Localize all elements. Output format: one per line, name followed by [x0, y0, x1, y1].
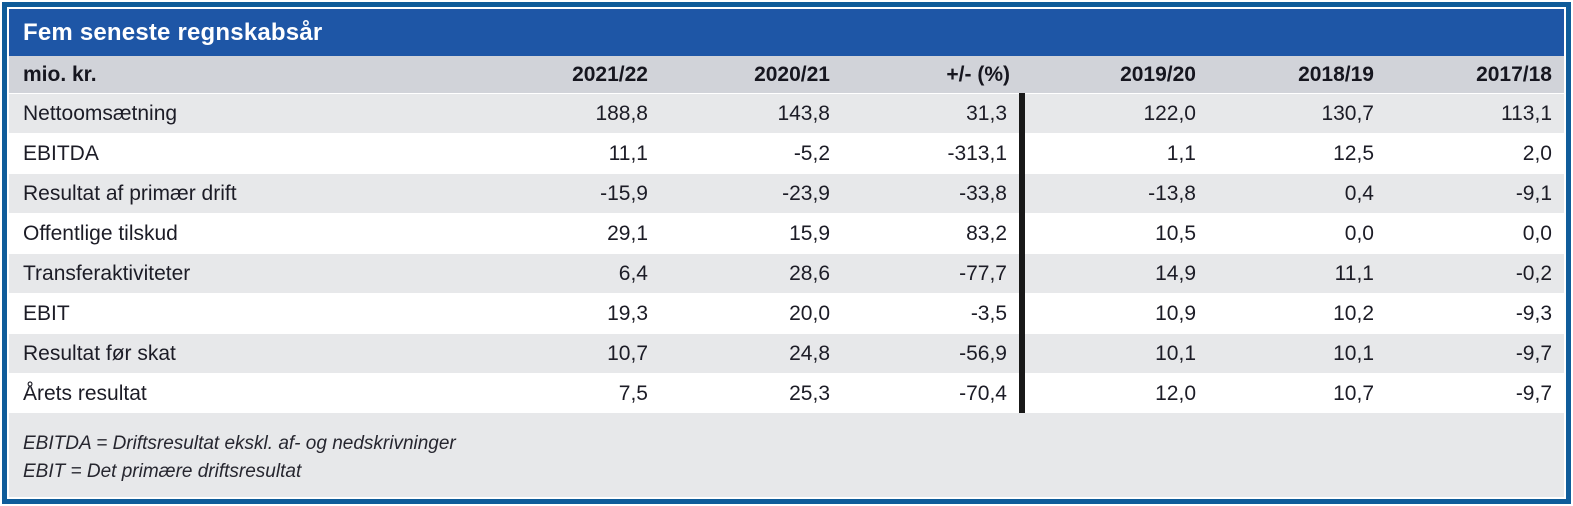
footnote-ebit: EBIT = Det primære driftsresultat — [23, 461, 302, 482]
cell-value: 83,2 — [842, 213, 1022, 254]
cell-value: 0,0 — [1386, 213, 1564, 254]
cell-value: -9,3 — [1386, 293, 1564, 334]
cell-value: 10,7 — [1208, 373, 1386, 413]
row-label: EBITDA — [9, 133, 478, 174]
row-label: Offentlige tilskud — [9, 213, 478, 254]
cell-value: 15,9 — [660, 213, 842, 254]
cell-value: -77,7 — [842, 253, 1022, 294]
table-row: Årets resultat 7,5 25,3 -70,4 12,0 10,7 -9,7 — [9, 373, 1564, 413]
cell-value: 143,8 — [660, 93, 842, 134]
table-row: EBITDA 11,1 -5,2 -313,1 1,1 12,5 2,0 — [9, 133, 1564, 174]
cell-value: -70,4 — [842, 373, 1022, 413]
row-label: EBIT — [9, 293, 478, 334]
cell-value: 2,0 — [1386, 133, 1564, 174]
cell-value: 0,0 — [1208, 213, 1386, 254]
table-row: EBIT 19,3 20,0 -3,5 10,9 10,2 -9,3 — [9, 293, 1564, 334]
row-label: Transferaktiviteter — [9, 253, 478, 294]
cell-value: 130,7 — [1208, 93, 1386, 134]
table-row: Transferaktiviteter 6,4 28,6 -77,7 14,9 11,1-… — [9, 253, 1564, 294]
cell-value: 7,5 — [478, 373, 660, 413]
cell-value: 12,0 — [1019, 373, 1208, 413]
cell-value: -0,2 — [1386, 253, 1564, 294]
table-row: Nettoomsætning 188,8 143,8 31,3 122,0 130,7 11… — [9, 93, 1564, 134]
table-title-bar: Fem seneste regnskabsår — [9, 9, 1564, 56]
cell-value: 10,9 — [1019, 293, 1208, 334]
row-label: Årets resultat — [9, 373, 478, 413]
row-label: Resultat før skat — [9, 333, 478, 374]
cell-value: 14,9 — [1019, 253, 1208, 294]
cell-value: 19,3 — [478, 293, 660, 334]
cell-value: 24,8 — [660, 333, 842, 374]
column-header-year: 2018/19 — [1208, 56, 1386, 94]
cell-value: 122,0 — [1019, 93, 1208, 134]
cell-value: 25,3 — [660, 373, 842, 413]
financial-table: mio. kr. 2021/22 2020/21 +/- (%) 2019/20… — [9, 56, 1564, 413]
page-title: Fem seneste regnskabsår — [23, 18, 323, 46]
cell-value: 10,1 — [1019, 333, 1208, 374]
footnotes: EBITDA = Driftsresultat ekskl. af- og ne… — [9, 413, 1564, 497]
cell-value: -313,1 — [842, 133, 1022, 174]
cell-value: 10,2 — [1208, 293, 1386, 334]
cell-value: -9,7 — [1386, 333, 1564, 374]
cell-value: -5,2 — [660, 133, 842, 174]
cell-value: 29,1 — [478, 213, 660, 254]
cell-value: 113,1 — [1386, 93, 1564, 134]
cell-value: 6,4 — [478, 253, 660, 294]
footnote-ebitda: EBITDA = Driftsresultat ekskl. af- og ne… — [23, 433, 456, 454]
table-row: Offentlige tilskud 29,1 15,9 83,2 10,5 0,0 0,0 — [9, 213, 1564, 254]
cell-value: -56,9 — [842, 333, 1022, 374]
row-label: Resultat af primær drift — [9, 173, 478, 214]
column-header-year: 2020/21 — [660, 56, 842, 94]
table-header-row: mio. kr. 2021/22 2020/21 +/- (%) 2019/20… — [9, 56, 1564, 94]
cell-value: -33,8 — [842, 173, 1022, 214]
cell-value: 11,1 — [1208, 253, 1386, 294]
cell-value: 28,6 — [660, 253, 842, 294]
cell-value: -9,1 — [1386, 173, 1564, 214]
cell-value: -23,9 — [660, 173, 842, 214]
column-header-year: 2019/20 — [1022, 56, 1208, 94]
cell-value: 20,0 — [660, 293, 842, 334]
row-label: Nettoomsætning — [9, 93, 478, 134]
table-row: Resultat før skat 10,7 24,8 -56,9 10,1 10,1 -9… — [9, 333, 1564, 374]
column-header-year: 2021/22 — [478, 56, 660, 94]
cell-value: -15,9 — [478, 173, 660, 214]
table-body: Nettoomsætning 188,8 143,8 31,3 122,0 130,7 11… — [9, 93, 1564, 413]
cell-value: 31,3 — [842, 93, 1022, 134]
column-header-unit: mio. kr. — [9, 56, 478, 94]
cell-value: 0,4 — [1208, 173, 1386, 214]
cell-value: 11,1 — [478, 133, 660, 174]
cell-value: 10,1 — [1208, 333, 1386, 374]
cell-value: -3,5 — [842, 293, 1022, 334]
cell-value: 10,5 — [1019, 213, 1208, 254]
column-header-year: 2017/18 — [1386, 56, 1564, 94]
table-row: Resultat af primær drift -15,9 -23,9 -33,8-… — [9, 173, 1564, 214]
cell-value: 188,8 — [478, 93, 660, 134]
column-header-change-pct: +/- (%) — [842, 56, 1022, 94]
cell-value: 10,7 — [478, 333, 660, 374]
cell-value: -13,8 — [1019, 173, 1208, 214]
cell-value: 12,5 — [1208, 133, 1386, 174]
cell-value: -9,7 — [1386, 373, 1564, 413]
cell-value: 1,1 — [1019, 133, 1208, 174]
